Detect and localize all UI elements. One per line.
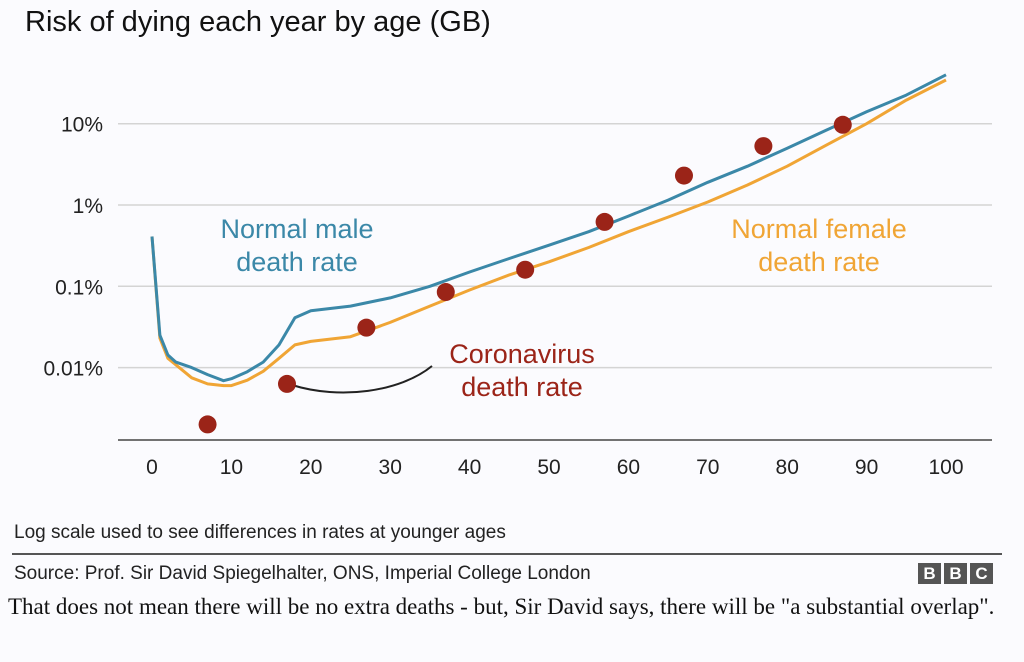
x-tick-label: 20 <box>299 456 322 479</box>
female-series-label: Normal female <box>731 214 907 244</box>
x-tick-label: 0 <box>146 456 158 479</box>
bbc-logo-letter: B <box>918 563 941 584</box>
coronavirus-death-rate-point <box>595 212 614 231</box>
chart-note: Log scale used to see differences in rat… <box>14 522 506 543</box>
y-tick-label: 0.1% <box>55 276 103 299</box>
male-series-label: Normal male <box>220 214 373 244</box>
x-tick-label: 50 <box>537 456 560 479</box>
x-tick-label: 40 <box>458 456 481 479</box>
x-tick-label: 30 <box>379 456 402 479</box>
annotation-connector <box>291 365 433 394</box>
female-death-rate-line <box>150 78 947 388</box>
bbc-logo-letter: B <box>944 563 967 584</box>
x-tick-label: 100 <box>928 456 963 479</box>
male-series-label: death rate <box>236 247 358 277</box>
x-tick-label: 60 <box>617 456 640 479</box>
y-tick-label: 0.01% <box>43 358 103 381</box>
divider <box>12 553 1002 555</box>
bbc-logo-letter: C <box>970 563 993 584</box>
female-series-label: death rate <box>758 247 880 277</box>
coronavirus-death-rate-point <box>436 283 455 302</box>
coronavirus-series-label: Coronavirus <box>449 339 595 369</box>
y-tick-label: 10% <box>61 114 103 137</box>
coronavirus-death-rate-point <box>833 115 852 134</box>
male-death-rate-line <box>150 73 947 383</box>
coronavirus-death-rate-point <box>198 415 217 434</box>
coronavirus-death-rate-point <box>277 374 296 393</box>
coronavirus-series-label: death rate <box>461 372 583 402</box>
coronavirus-death-rate-point <box>754 137 773 156</box>
x-tick-label: 80 <box>776 456 799 479</box>
coronavirus-death-rate-point <box>674 166 693 185</box>
y-tick-label: 1% <box>73 195 103 218</box>
x-tick-label: 90 <box>855 456 878 479</box>
coronavirus-death-rate-point <box>516 260 535 279</box>
article-paragraph: That does not mean there will be no extr… <box>8 594 995 619</box>
coronavirus-death-rate-point <box>357 318 376 337</box>
chart-source: Source: Prof. Sir David Spiegelhalter, O… <box>14 563 591 584</box>
x-tick-label: 10 <box>220 456 243 479</box>
x-tick-label: 70 <box>696 456 719 479</box>
bbc-logo: B B C <box>918 563 993 584</box>
chart-title: Risk of dying each year by age (GB) <box>25 6 491 38</box>
